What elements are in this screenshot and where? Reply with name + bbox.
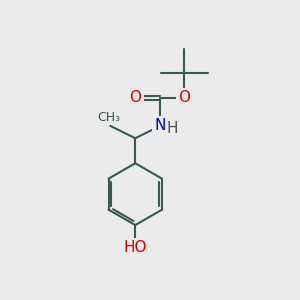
Text: O: O: [129, 90, 141, 105]
Text: CH₃: CH₃: [97, 111, 120, 124]
Text: O: O: [178, 90, 190, 105]
Text: HO: HO: [124, 240, 147, 255]
Text: N: N: [154, 118, 166, 134]
Text: H: H: [167, 121, 178, 136]
